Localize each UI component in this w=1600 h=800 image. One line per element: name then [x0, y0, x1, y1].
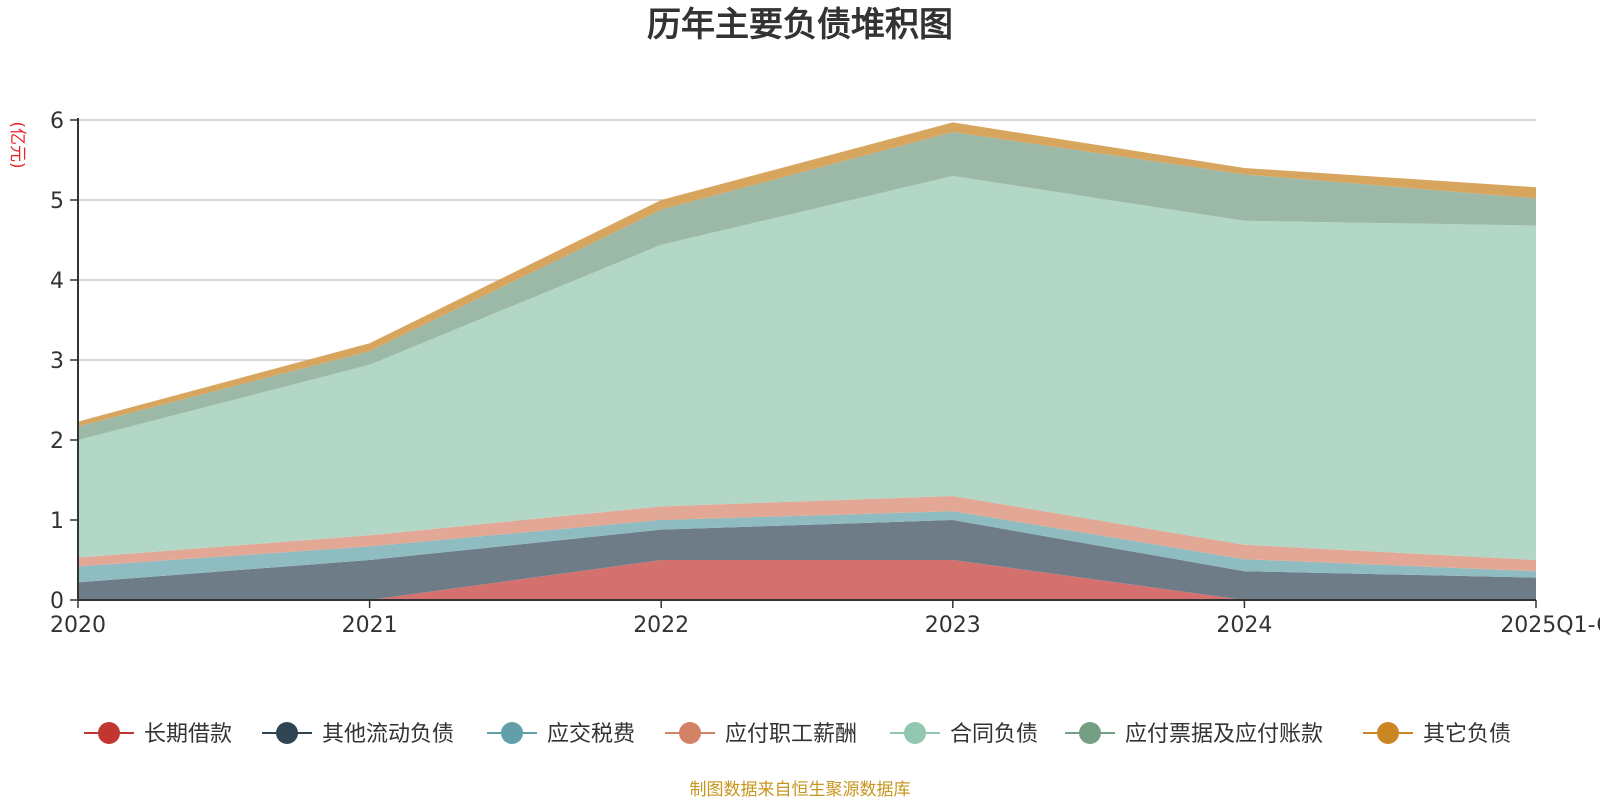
legend-label: 应付职工薪酬 — [725, 722, 857, 747]
legend-marker-icon — [501, 722, 523, 744]
legend-item-1[interactable]: 长期借款 — [84, 722, 232, 747]
legend-label: 长期借款 — [144, 722, 232, 747]
chart-title: 历年主要负债堆积图 — [647, 5, 953, 45]
area-series-group — [78, 122, 1536, 600]
legend-label: 应交税费 — [547, 722, 635, 747]
y-tick-label: 6 — [50, 109, 64, 134]
x-tick-label: 2021 — [342, 613, 398, 638]
x-tick-label: 2023 — [925, 613, 981, 638]
y-tick-label: 4 — [50, 269, 64, 294]
x-tick-label: 2024 — [1216, 613, 1272, 638]
y-tick-label: 3 — [50, 349, 64, 374]
area-series-5 — [78, 176, 1536, 560]
area-series-3 — [78, 511, 1536, 583]
legend-label: 其它负债 — [1423, 722, 1511, 747]
legend-marker-icon — [679, 722, 701, 744]
legend-marker-icon — [904, 722, 926, 744]
y-tick-label: 1 — [50, 509, 64, 534]
area-series-1 — [78, 560, 1536, 600]
legend-label: 其他流动负债 — [322, 722, 454, 747]
legend-item-2[interactable]: 其他流动负债 — [262, 722, 454, 747]
legend[interactable]: 长期借款 其他流动负债 应交税费 应付职工薪酬 合同负债 应付票据及应付账款 其它负债 — [84, 722, 1511, 747]
legend-marker-icon — [276, 722, 298, 744]
data-source-note: 制图数据来自恒生聚源数据库 — [690, 780, 911, 800]
legend-item-5[interactable]: 合同负债 — [890, 722, 1038, 747]
axes: 0 1 2 3 4 5 6 2020 2021 2022 2023 2024 2025Q1-Q3 — [50, 109, 1600, 638]
y-tick-label: 2 — [50, 429, 64, 454]
y-tick-label: 0 — [50, 589, 64, 614]
area-series-4 — [78, 496, 1536, 572]
legend-label: 应付票据及应付账款 — [1125, 722, 1323, 747]
legend-marker-icon — [98, 722, 120, 744]
legend-marker-icon — [1079, 722, 1101, 744]
x-tick-label: 2025Q1-Q3 — [1500, 613, 1600, 638]
legend-item-6[interactable]: 应付票据及应付账款 — [1065, 722, 1323, 747]
legend-item-4[interactable]: 应付职工薪酬 — [665, 722, 857, 747]
area-series-6 — [78, 132, 1536, 440]
area-series-2 — [78, 520, 1536, 600]
legend-item-3[interactable]: 应交税费 — [487, 722, 635, 747]
x-tick-label: 2022 — [633, 613, 689, 638]
y-axis-unit-label: (亿元) — [7, 121, 27, 168]
legend-label: 合同负债 — [950, 722, 1038, 747]
x-tick-label: 2020 — [50, 613, 106, 638]
legend-item-7[interactable]: 其它负债 — [1363, 722, 1511, 747]
legend-marker-icon — [1377, 722, 1399, 744]
y-tick-label: 5 — [50, 189, 64, 214]
